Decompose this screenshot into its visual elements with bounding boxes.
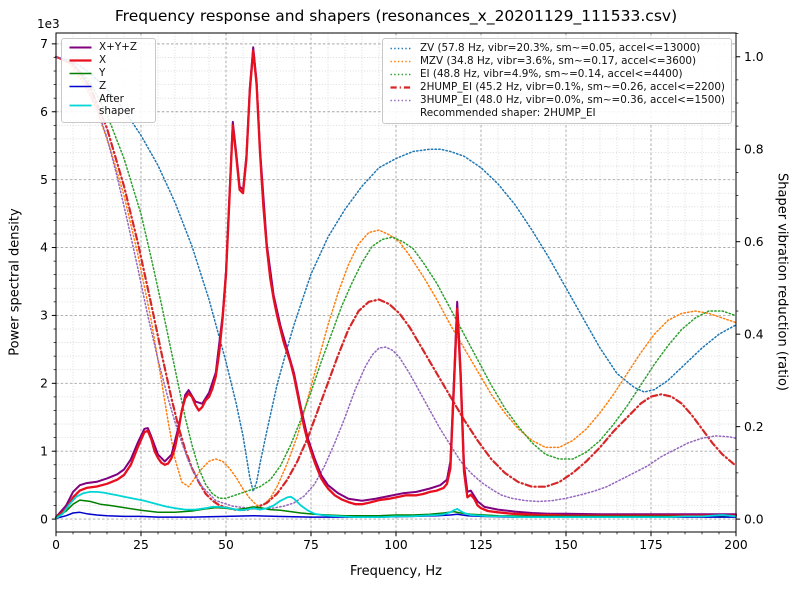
svg-text:25: 25 [133,538,149,552]
svg-text:50: 50 [218,538,234,552]
legend-item: Y [68,66,149,80]
series-shaper-zv [55,56,737,493]
svg-text:0: 0 [40,512,48,526]
legend-line-psd-z [69,86,92,88]
legend-label: X [99,53,107,66]
legend-label: 3HUMP_EI (48.0 Hz, vibr=0.0%, sm~=0.36, … [419,94,725,106]
legend-label: MZV (34.8 Hz, vibr=3.6%, sm~=0.17, accel… [419,55,697,67]
legend-label: Y [99,66,106,79]
svg-text:7: 7 [40,37,48,51]
svg-text:2: 2 [40,377,48,391]
legend-line-psd-xyz [69,46,92,49]
legend-label: Z [99,79,107,92]
legend-label: X+Y+Z [99,41,137,53]
y-axis-label-right: Shaper vibration reduction (ratio) [774,173,790,391]
legend-line-shaper-3hump-ei [390,99,413,101]
svg-text:5: 5 [40,173,48,187]
legend-label: EI (48.8 Hz, vibr=4.9%, sm~=0.14, accel<… [419,68,683,80]
legend-left: X+Y+Z X Y Z After shaper [61,38,156,123]
svg-text:3: 3 [40,309,48,323]
legend-right: ZV (57.8 Hz, vibr=20.3%, sm~=0.05, accel… [381,38,732,124]
svg-text:0.6: 0.6 [744,235,764,249]
svg-text:150: 150 [554,538,577,552]
legend-item: Recommended shaper: 2HUMP_EI [389,107,725,119]
y-axis-label-left: Power spectral density [7,208,23,356]
y-axis-offset-text: 1e3 [37,17,60,31]
svg-text:0.2: 0.2 [744,420,764,434]
svg-text:0.0: 0.0 [744,512,764,526]
axis-tick-labels: 0 25 50 75 100 125 150 175 200 0 1 2 3 4 5 6 7 0.0 0.2 0.4 0… [40,37,764,552]
legend-line-shaper-zv [390,47,413,49]
svg-text:1: 1 [40,444,48,458]
legend-item: X [68,53,149,67]
legend-line-psd-x [69,59,92,63]
series-shaper-3hump-ei [55,56,737,510]
series-shaper-ei [55,56,737,500]
legend-label: After shaper [99,92,135,117]
legend-label: 2HUMP_EI (45.2 Hz, vibr=0.1%, sm~=0.26, … [419,81,725,93]
legend-line-shaper-2hump-ei [390,85,413,89]
svg-text:1.0: 1.0 [744,50,764,64]
legend-item: EI (48.8 Hz, vibr=4.9%, sm~=0.14, accel<… [389,68,725,80]
chart-title: Frequency response and shapers (resonanc… [114,7,678,25]
legend-item: Z [68,79,149,93]
svg-text:75: 75 [303,538,319,552]
legend-sample-spacer [389,108,414,119]
legend-label: Recommended shaper: 2HUMP_EI [419,107,596,119]
series-shaper-2hump-ei [54,55,738,511]
legend-item: ZV (57.8 Hz, vibr=20.3%, sm~=0.05, accel… [389,42,725,54]
svg-text:175: 175 [639,538,662,552]
x-axis-label: Frequency, Hz [349,564,443,579]
series-shaper-mzv [55,56,737,506]
svg-text:0.4: 0.4 [744,327,764,341]
legend-item: 2HUMP_EI (45.2 Hz, vibr=0.1%, sm~=0.26, … [389,81,725,93]
legend-item: MZV (34.8 Hz, vibr=3.6%, sm~=0.17, accel… [389,55,725,67]
legend-item: X+Y+Z [68,41,149,54]
legend-item: 3HUMP_EI (48.0 Hz, vibr=0.0%, sm~=0.36, … [389,94,725,106]
svg-text:0: 0 [52,538,60,552]
svg-text:6: 6 [40,105,48,119]
legend-line-shaper-ei [390,73,413,75]
svg-text:4: 4 [40,241,48,255]
svg-text:125: 125 [469,538,492,552]
svg-text:0.8: 0.8 [744,142,764,156]
legend-line-psd-after-shaper [69,104,92,107]
legend-label: ZV (57.8 Hz, vibr=20.3%, sm~=0.05, accel… [419,42,701,54]
axis-ticks [51,33,741,537]
svg-text:200: 200 [724,538,747,552]
grid-minor [56,33,736,532]
legend-item: After shaper [68,92,149,118]
series-psd-after-shaper [55,490,737,520]
legend-line-psd-y [69,73,92,75]
series-psd-x [54,49,738,519]
svg-text:100: 100 [384,538,407,552]
legend-line-shaper-mzv [390,60,413,62]
